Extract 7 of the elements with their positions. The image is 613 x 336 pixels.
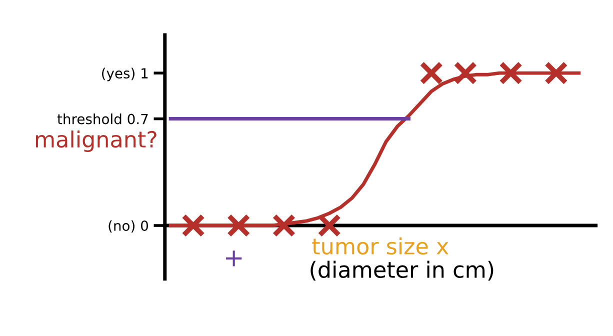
- y-tick-label: (yes) 1: [102, 68, 148, 82]
- y-tick-label: (no) 0: [108, 220, 148, 233]
- y-axis-title: malignant?: [36, 130, 156, 152]
- annotation: (diameter in cm): [310, 260, 494, 281]
- annotation: +: [226, 250, 242, 266]
- x-axis-title: tumor size x: [312, 237, 448, 255]
- y-tick-label: threshold 0.7: [57, 114, 148, 124]
